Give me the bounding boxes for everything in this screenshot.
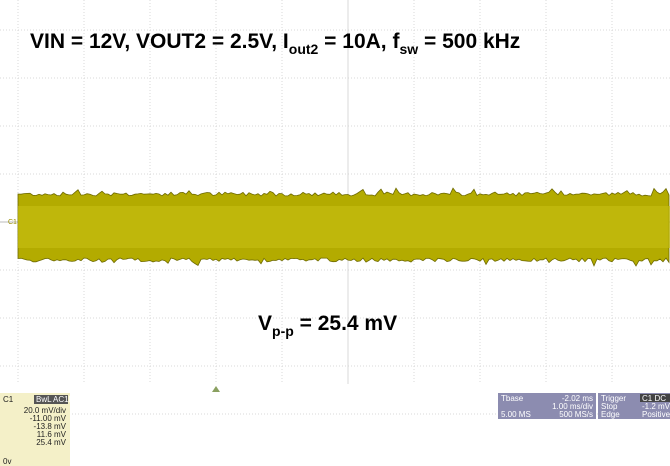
channel-value: 25.4 mV [36,438,66,447]
timebase-value: 5.00 MS [501,410,531,419]
trace-core [18,206,670,248]
channel-name: C1 [3,395,14,404]
annotation-subscript: p-p [272,323,294,339]
timebase-label: Tbase [501,394,524,403]
annotation-part: = 25.4 mV [294,312,397,335]
title: VIN = 12V, VOUT2 = 2.5V, Iout2 = 10A, fs… [30,30,520,57]
title-part: VIN = 12V, VOUT2 = 2.5V, I [30,30,289,53]
annotation-part: V [258,312,272,335]
title-subscript: sw [399,41,418,57]
annotation: Vp-p = 25.4 mV [258,312,397,339]
title-part: = 500 kHz [418,30,520,53]
trigger-value: Positive [642,410,670,419]
channel-ground: 0v [3,457,11,466]
title-part: = 10A, f [318,30,400,53]
trace [18,188,670,266]
oscilloscope: C1 VIN = 12V, VOUT2 = 2.5V, Iout2 = 10A,… [0,0,670,466]
timebase-value: 500 MS/s [559,410,593,419]
channel-coupling: BwL AC1M [36,395,76,404]
channel-marker: C1 [8,219,17,226]
scope-screen: C1 VIN = 12V, VOUT2 = 2.5V, Iout2 = 10A,… [0,0,670,466]
title-subscript: out2 [289,41,319,57]
trigger-value: Edge [601,410,620,419]
trigger-marker [212,386,220,392]
